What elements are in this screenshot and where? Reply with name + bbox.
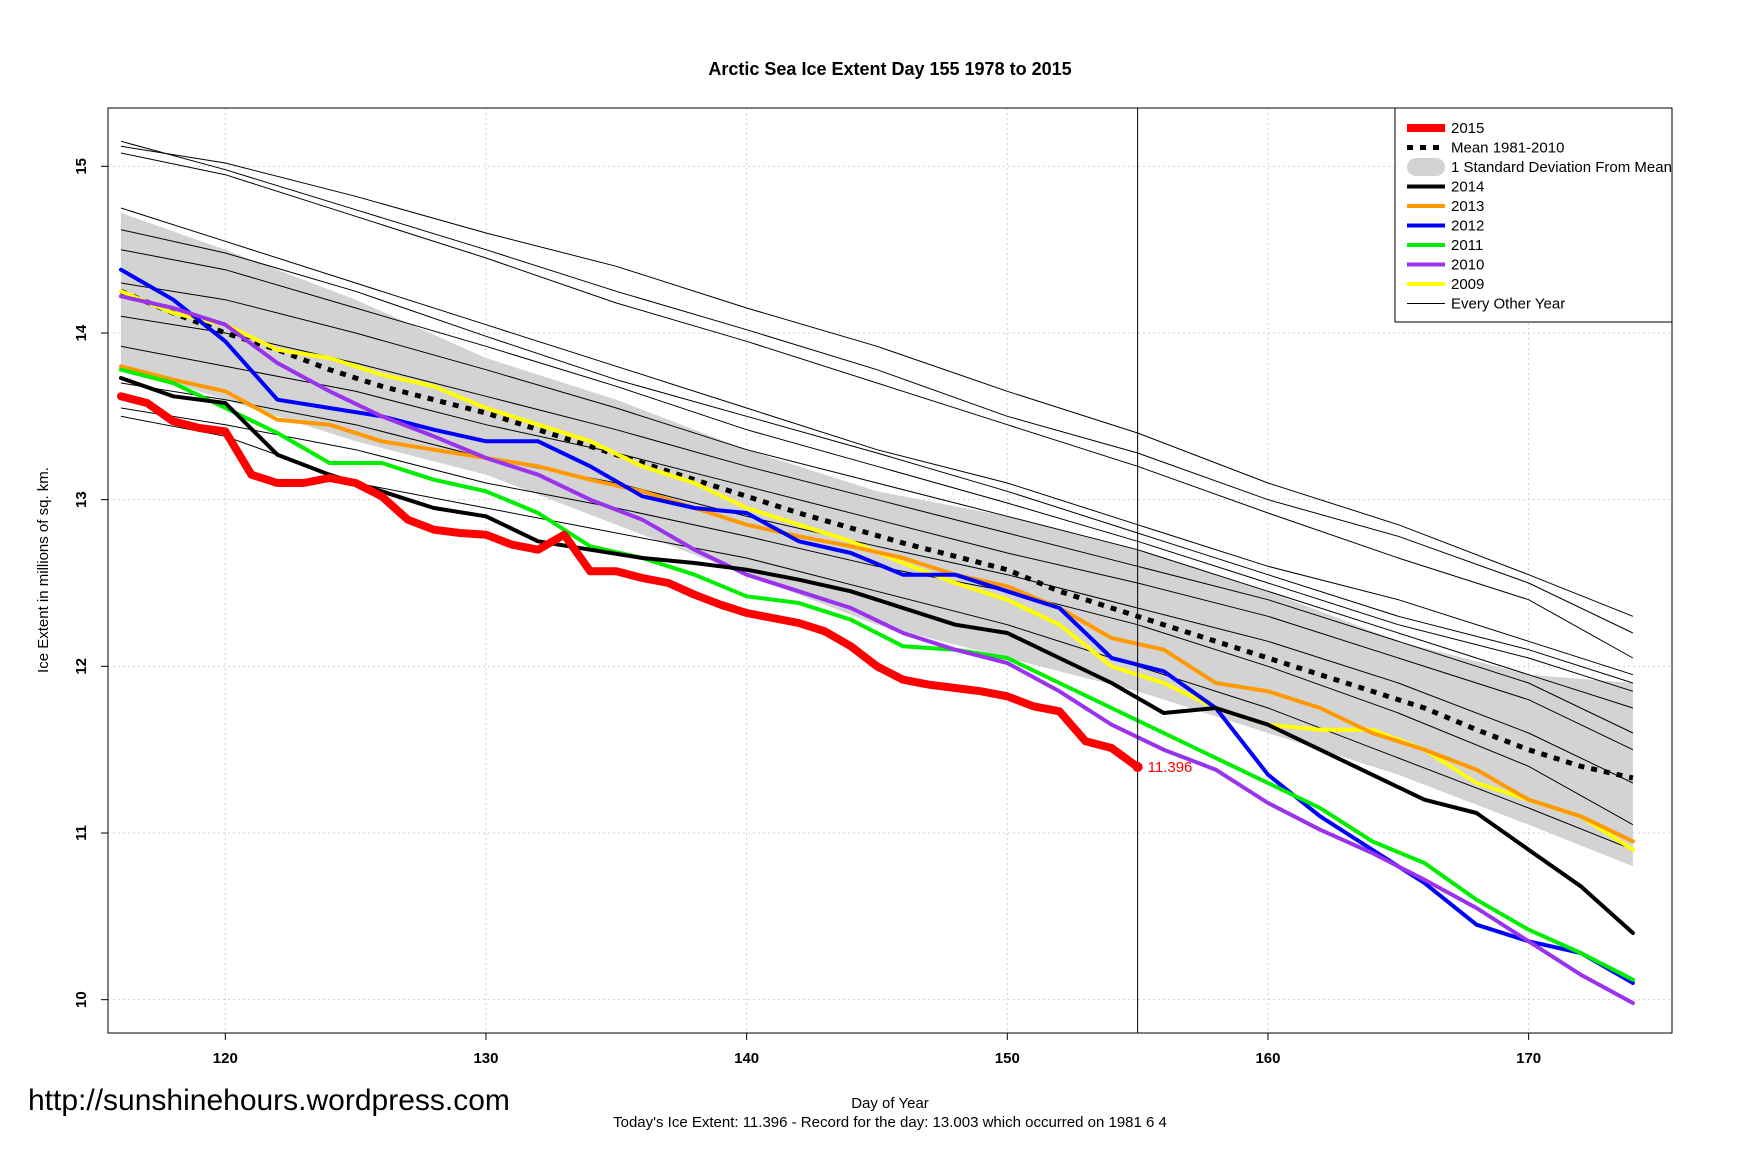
legend-swatch [1407,158,1445,176]
other-year-line [120,249,1634,692]
legend-label: 2011 [1451,237,1483,254]
legend-label: 2012 [1451,218,1484,235]
other-year-line [120,152,1634,659]
other-years-lines [120,140,1634,851]
std-dev-area [121,213,1633,867]
other-year-line [120,207,1634,676]
legend-label: 2014 [1451,179,1484,196]
legend-label: Every Other Year [1451,296,1565,313]
x-tick-label: 120 [213,1050,238,1067]
other-year-line [120,345,1634,751]
x-tick-label: 140 [734,1050,759,1067]
legend-label: 1 Standard Deviation From Mean [1451,159,1672,176]
other-year-line [120,382,1634,784]
chart-subtitle: Today's Ice Extent: 11.396 - Record for … [613,1114,1167,1131]
legend-label: 2013 [1451,198,1484,215]
chart-title: Arctic Sea Ice Extent Day 155 1978 to 20… [708,59,1071,79]
legend-label: 2010 [1451,257,1484,274]
y-tick-label: 15 [73,158,90,175]
x-axis-ticks: 120 130 140 150 160 170 [213,1033,1541,1067]
series-line-2015 [117,392,1142,771]
x-tick-label: 170 [1516,1050,1541,1067]
y-tick-label: 11 [73,825,90,841]
current-value-point [1132,762,1143,772]
legend-label: Mean 1981-2010 [1451,140,1564,157]
y-tick-label: 12 [73,658,90,675]
series-line-2010 [119,294,1635,1005]
other-year-line [120,229,1634,684]
highlighted-series [117,267,1635,1005]
y-axis-ticks: 10 11 12 13 14 15 [73,158,108,1008]
other-year-line [120,282,1634,709]
legend-box [1394,107,1673,323]
y-tick-label: 13 [73,491,90,508]
y-axis-label: Ice Extent in millions of sq. km. [35,467,52,673]
watermark-url: http://sunshinehours.wordpress.com [28,1084,510,1117]
series-line-mean-1981-2010 [120,288,1634,781]
grid [108,108,1672,1033]
other-year-line [120,145,1634,617]
current-value-label: 11.396 [1148,759,1193,776]
x-tick-label: 130 [473,1050,498,1067]
legend-label: 2015 [1451,120,1484,137]
y-tick-label: 10 [73,991,90,1008]
other-year-line [120,140,1634,634]
plot-frame [107,107,1673,1034]
series-line-2011 [119,367,1635,982]
other-year-line [120,407,1634,826]
y-tick-label: 14 [73,324,90,341]
legend: 2015 Mean 1981-2010 1 Standard Deviation F… [1394,107,1673,323]
other-year-line [120,315,1634,734]
std-dev-band [121,213,1633,867]
legend-label: 2009 [1451,276,1484,293]
x-tick-label: 160 [1255,1050,1280,1067]
current-day-marker: 11.396 [1132,108,1193,1033]
x-tick-label: 150 [995,1050,1020,1067]
x-axis-label: Day of Year [851,1095,929,1112]
series-line-2013 [119,364,1635,844]
